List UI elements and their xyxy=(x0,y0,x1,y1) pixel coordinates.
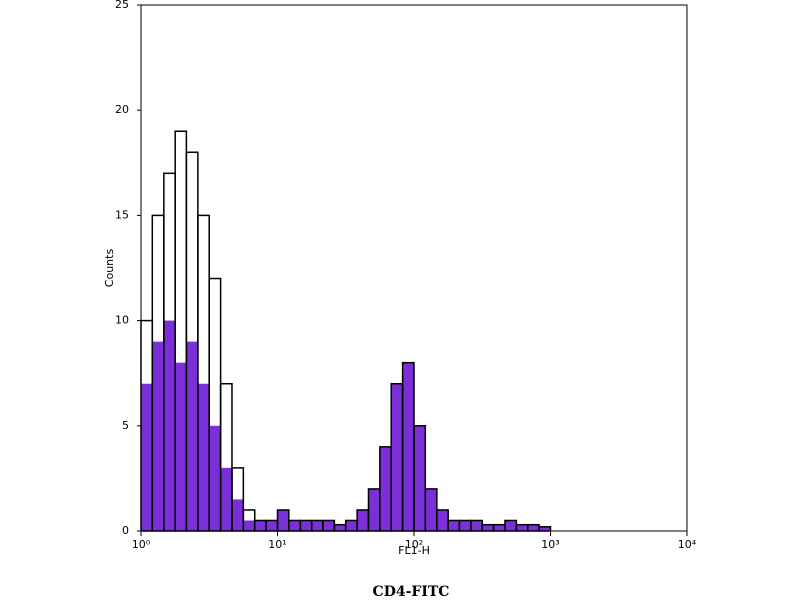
y-tick-label: 20 xyxy=(115,103,129,116)
histogram-bar xyxy=(493,524,505,531)
y-tick-label: 25 xyxy=(115,0,129,11)
histogram-bar xyxy=(152,341,164,531)
x-tick-label: 10⁰ xyxy=(132,538,151,551)
histogram-bar xyxy=(527,524,540,531)
y-tick-label: 15 xyxy=(115,208,129,221)
histogram-bar xyxy=(482,524,494,531)
histogram-bar xyxy=(322,520,335,531)
histogram-bar xyxy=(243,520,255,531)
x-tick-label: 10¹ xyxy=(268,538,286,551)
footer-label: CD4-FITC xyxy=(373,584,450,600)
histogram-bar xyxy=(368,488,380,531)
histogram-bar xyxy=(163,320,176,531)
histogram-bar xyxy=(266,520,278,531)
histogram-bar xyxy=(414,425,426,531)
histogram-bar xyxy=(220,467,232,531)
histogram-bar xyxy=(539,526,551,531)
histogram-bar xyxy=(470,520,483,531)
histogram-bar xyxy=(231,499,244,531)
histogram-bar xyxy=(459,520,471,531)
histogram-bar xyxy=(425,488,437,531)
histogram-bar xyxy=(379,446,392,531)
histogram-bar xyxy=(357,509,369,531)
x-tick-label: 10³ xyxy=(541,538,559,551)
histogram-bar xyxy=(345,520,358,531)
histogram-bar xyxy=(402,362,414,531)
histogram-bar xyxy=(197,383,210,531)
y-tick-label: 10 xyxy=(115,314,129,327)
histogram-bar xyxy=(209,425,221,531)
x-axis-title: FL1-H xyxy=(398,544,430,557)
y-tick-label: 0 xyxy=(122,524,129,537)
histogram-bar xyxy=(436,509,449,531)
histogram-bar xyxy=(175,362,187,531)
histogram-bar xyxy=(300,520,312,531)
histogram-bar xyxy=(448,520,460,531)
y-axis-title: Counts xyxy=(103,249,116,288)
x-tick-label: 10² xyxy=(405,538,423,551)
y-tick-label: 5 xyxy=(122,419,129,432)
histogram-bar xyxy=(288,520,301,531)
histogram-bar xyxy=(311,520,323,531)
histogram-bar xyxy=(516,524,528,531)
histogram-bar xyxy=(254,520,267,531)
x-tick-label: 10⁴ xyxy=(678,538,697,551)
histogram-bar xyxy=(334,524,346,531)
histogram-bar xyxy=(504,520,517,531)
histogram-bar xyxy=(391,383,403,531)
histogram-bar xyxy=(277,509,289,531)
histogram-bar xyxy=(141,383,153,531)
histogram-bar xyxy=(186,341,198,531)
